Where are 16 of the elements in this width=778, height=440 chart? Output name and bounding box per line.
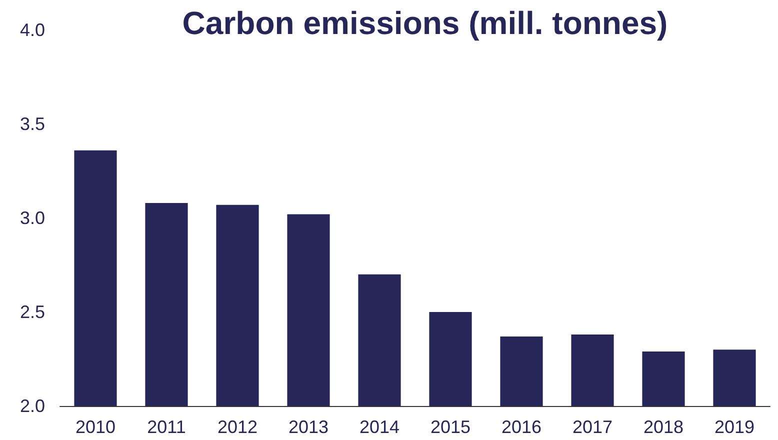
- x-tick-label: 2013: [288, 417, 329, 437]
- y-tick-label: 3.5: [20, 114, 46, 134]
- y-tick-label: 4.0: [20, 20, 46, 40]
- y-tick-label: 2.0: [20, 396, 46, 416]
- x-tick-label: 2019: [714, 417, 755, 437]
- y-tick-label: 2.5: [20, 302, 46, 322]
- x-tick-label: 2016: [501, 417, 542, 437]
- x-tick-label: 2014: [359, 417, 400, 437]
- x-tick-label: 2011: [147, 417, 186, 437]
- chart-title: Carbon emissions (mill. tonnes): [182, 5, 668, 41]
- y-tick-label: 3.0: [20, 208, 46, 228]
- x-tick-label: 2017: [572, 417, 613, 437]
- x-tick-label: 2018: [643, 417, 684, 437]
- x-tick-label: 2010: [75, 417, 116, 437]
- x-tick-label: 2015: [430, 417, 471, 437]
- x-tick-label: 2012: [217, 417, 258, 437]
